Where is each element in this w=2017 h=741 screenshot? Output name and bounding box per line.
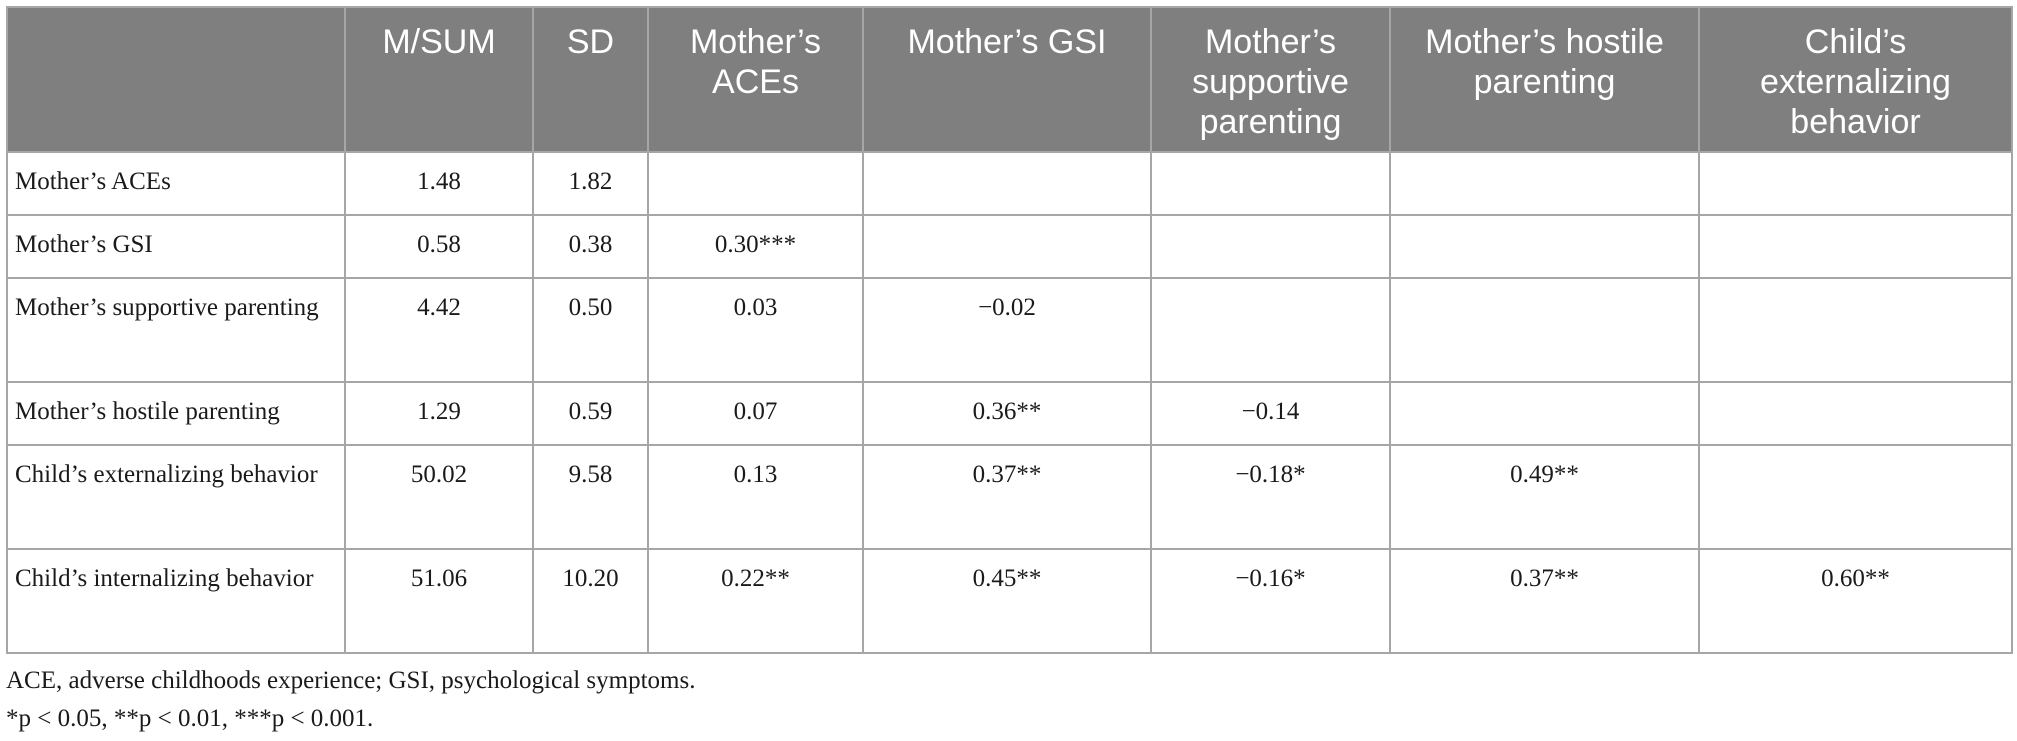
table-cell [1698, 381, 2013, 446]
table-cell [1150, 151, 1391, 216]
table-cell: 1.48 [344, 151, 534, 216]
header-cell-mothers-aces: Mother’s ACEs [647, 6, 864, 153]
table-cell: 0.49** [1389, 444, 1700, 550]
table-row: Mother’s ACEs 1.48 1.82 [6, 151, 2013, 216]
header-cell-sd: SD [532, 6, 649, 153]
table-cell: −0.02 [862, 277, 1152, 383]
table-cell [862, 151, 1152, 216]
header-cell-mean: M/SUM [344, 6, 534, 153]
table-cell [1389, 151, 1700, 216]
row-label: Child’s internalizing behavior [6, 548, 346, 654]
table-cell [1698, 277, 2013, 383]
table-cell [1389, 381, 1700, 446]
table-cell: 0.22** [647, 548, 864, 654]
table-cell: 1.82 [532, 151, 649, 216]
table-cell [1150, 214, 1391, 279]
header-cell-mothers-supportive-parenting: Mother’s supportive parenting [1150, 6, 1391, 153]
table-row: Mother’s GSI 0.58 0.38 0.30*** [6, 214, 2013, 279]
table-cell: 0.58 [344, 214, 534, 279]
header-cell-mothers-gsi: Mother’s GSI [862, 6, 1152, 153]
table-row: Mother’s hostile parenting 1.29 0.59 0.0… [6, 381, 2013, 446]
table-cell: −0.16* [1150, 548, 1391, 654]
table-cell: 51.06 [344, 548, 534, 654]
table-cell: 10.20 [532, 548, 649, 654]
table-cell: 0.38 [532, 214, 649, 279]
table-body: Mother’s ACEs 1.48 1.82 Mother’s GSI 0.5… [6, 151, 2013, 654]
row-label: Mother’s GSI [6, 214, 346, 279]
table-cell: 0.37** [1389, 548, 1700, 654]
abbreviation-note: ACE, adverse childhoods experience; GSI,… [6, 667, 696, 694]
header-row: M/SUM SD Mother’s ACEs Mother’s GSI Moth… [6, 6, 2013, 153]
table-cell [1150, 277, 1391, 383]
table-cell: 50.02 [344, 444, 534, 550]
table-cell: 0.07 [647, 381, 864, 446]
table-cell: 4.42 [344, 277, 534, 383]
table-cell [1389, 214, 1700, 279]
table-cell [1698, 214, 2013, 279]
row-label: Mother’s supportive parenting [6, 277, 346, 383]
row-label: Mother’s ACEs [6, 151, 346, 216]
correlation-table: M/SUM SD Mother’s ACEs Mother’s GSI Moth… [6, 6, 2013, 654]
table-row: Child’s internalizing behavior 51.06 10.… [6, 548, 2013, 654]
table-cell: 0.59 [532, 381, 649, 446]
table-cell: 0.30*** [647, 214, 864, 279]
table-cell: 0.03 [647, 277, 864, 383]
table-header: M/SUM SD Mother’s ACEs Mother’s GSI Moth… [6, 6, 2013, 153]
table-cell: 0.50 [532, 277, 649, 383]
row-label: Mother’s hostile parenting [6, 381, 346, 446]
table-cell [1698, 151, 2013, 216]
table-cell [647, 151, 864, 216]
table-cell: 0.45** [862, 548, 1152, 654]
table-cell: −0.14 [1150, 381, 1391, 446]
table-cell [862, 214, 1152, 279]
table-row: Child’s externalizing behavior 50.02 9.5… [6, 444, 2013, 550]
table-cell [1389, 277, 1700, 383]
table-cell: 1.29 [344, 381, 534, 446]
table-footnotes: ACE, adverse childhoods experience; GSI,… [6, 662, 695, 738]
table-cell [1698, 444, 2013, 550]
table-cell: 9.58 [532, 444, 649, 550]
header-cell-mothers-hostile-parenting: Mother’s hostile parenting [1389, 6, 1700, 153]
table-cell: 0.13 [647, 444, 864, 550]
table-cell: 0.60** [1698, 548, 2013, 654]
header-cell-childs-externalizing-behavior: Child’s externalizing behavior [1698, 6, 2013, 153]
significance-note: *p < 0.05, **p < 0.01, ***p < 0.001. [6, 705, 374, 732]
table-cell: 0.37** [862, 444, 1152, 550]
table-cell: −0.18* [1150, 444, 1391, 550]
table-row: Mother’s supportive parenting 4.42 0.50 … [6, 277, 2013, 383]
header-cell-label [6, 6, 346, 153]
correlation-table-container: M/SUM SD Mother’s ACEs Mother’s GSI Moth… [6, 6, 2013, 654]
table-cell: 0.36** [862, 381, 1152, 446]
row-label: Child’s externalizing behavior [6, 444, 346, 550]
